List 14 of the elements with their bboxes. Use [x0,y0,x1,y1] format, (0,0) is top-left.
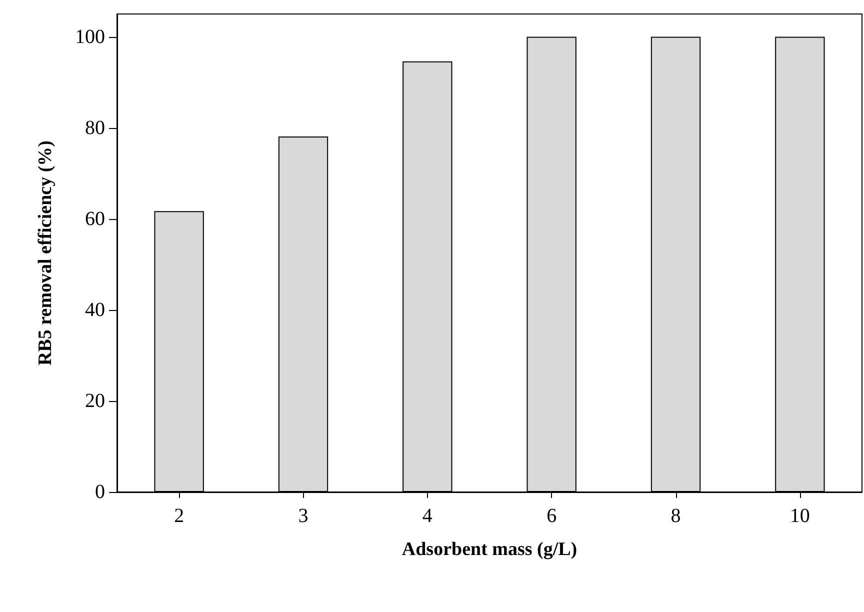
x-axis-title: Adsorbent mass (g/L) [402,539,578,560]
y-tick-label: 100 [75,26,105,48]
x-tick-label: 8 [670,505,681,527]
y-axis-title: RB5 removal efficiency (%) [35,140,56,366]
x-tick-label: 2 [174,505,184,527]
y-tick-label: 40 [85,298,105,321]
y-tick-label: 80 [85,116,105,139]
x-tick-label: 4 [422,505,432,527]
x-tick-label: 3 [298,505,308,527]
y-tick-label: 0 [95,481,105,503]
y-tick-label: 60 [85,208,105,230]
x-tick-label: 6 [546,505,557,527]
y-tick-label: 20 [85,390,105,412]
x-tick-label: 10 [790,505,810,527]
